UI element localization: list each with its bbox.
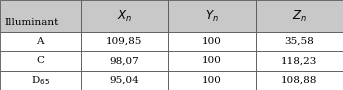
Text: 109,85: 109,85 — [106, 37, 143, 46]
Text: A: A — [37, 37, 44, 46]
Text: C: C — [36, 57, 44, 65]
Bar — [168, 51, 256, 71]
Bar — [256, 32, 343, 51]
Text: 100: 100 — [202, 37, 222, 46]
Bar — [168, 71, 256, 90]
Bar — [0, 51, 81, 71]
Bar — [256, 71, 343, 90]
Bar — [0, 0, 81, 32]
Text: 118,23: 118,23 — [281, 57, 318, 65]
Bar — [81, 71, 168, 90]
Text: 100: 100 — [202, 57, 222, 65]
Text: $Y_{n}$: $Y_{n}$ — [205, 8, 219, 23]
Bar — [81, 0, 168, 32]
Text: 100: 100 — [202, 76, 222, 85]
Text: 35,58: 35,58 — [284, 37, 314, 46]
Text: Illuminant: Illuminant — [4, 18, 59, 27]
Text: 95,04: 95,04 — [109, 76, 139, 85]
Text: 108,88: 108,88 — [281, 76, 318, 85]
Bar — [0, 32, 81, 51]
Text: $X_{n}$: $X_{n}$ — [117, 8, 132, 23]
Bar — [81, 51, 168, 71]
Bar — [0, 71, 81, 90]
Text: $Z_{n}$: $Z_{n}$ — [292, 8, 307, 23]
Bar — [168, 32, 256, 51]
Bar — [81, 32, 168, 51]
Bar — [168, 0, 256, 32]
Text: 98,07: 98,07 — [109, 57, 139, 65]
Bar — [256, 51, 343, 71]
Text: D$_{65}$: D$_{65}$ — [31, 74, 50, 87]
Bar — [256, 0, 343, 32]
